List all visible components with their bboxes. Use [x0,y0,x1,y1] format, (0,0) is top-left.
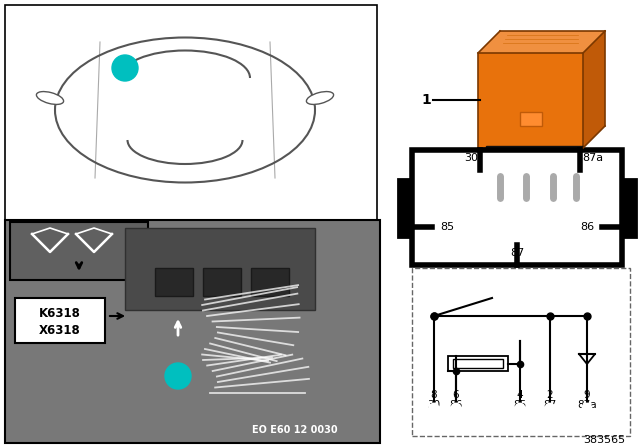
Text: 9: 9 [584,390,590,400]
Bar [412,150,622,265]
Bar [5,220,380,443]
Text: X6318: X6318 [39,323,81,336]
Text: 86: 86 [449,400,463,410]
Circle shape [62,113,72,123]
Circle shape [545,404,554,413]
Text: 87a: 87a [582,153,603,163]
Circle shape [582,404,591,413]
Circle shape [515,404,525,413]
Text: 1: 1 [173,370,182,383]
Bar [448,356,508,371]
Circle shape [165,363,191,389]
Polygon shape [478,31,605,53]
Bar [203,268,241,296]
Bar [478,53,583,148]
Text: 87: 87 [510,248,524,258]
Bar [520,112,542,126]
Bar [155,268,193,296]
Ellipse shape [36,91,63,104]
Text: K6318: K6318 [39,306,81,319]
Bar [125,228,315,310]
Bar [478,53,583,148]
Text: 1: 1 [421,93,431,107]
Text: 6: 6 [452,390,460,400]
Ellipse shape [55,38,315,182]
Bar [412,268,630,436]
Text: 30: 30 [464,153,478,163]
Bar [622,179,636,237]
Text: 87a: 87a [577,400,597,410]
Bar [453,359,503,368]
Text: 8: 8 [431,390,437,400]
Circle shape [429,404,438,413]
Polygon shape [583,31,605,148]
Text: 2: 2 [547,390,554,400]
Text: 30: 30 [428,400,440,410]
Text: 87: 87 [543,400,557,410]
Bar [398,179,412,237]
Text: 1: 1 [120,61,129,74]
Bar [10,222,148,280]
Bar [486,146,583,176]
Circle shape [451,404,461,413]
Bar [412,150,622,265]
Text: 85: 85 [440,222,454,232]
Ellipse shape [307,91,333,104]
Text: EO E60 12 0030: EO E60 12 0030 [252,425,338,435]
Text: 383565: 383565 [583,435,625,445]
Bar [15,298,105,343]
Bar [5,5,377,220]
Text: 86: 86 [580,222,594,232]
Bar [251,268,289,296]
Circle shape [112,55,138,81]
Text: 4: 4 [516,390,524,400]
Text: 85: 85 [513,400,527,410]
